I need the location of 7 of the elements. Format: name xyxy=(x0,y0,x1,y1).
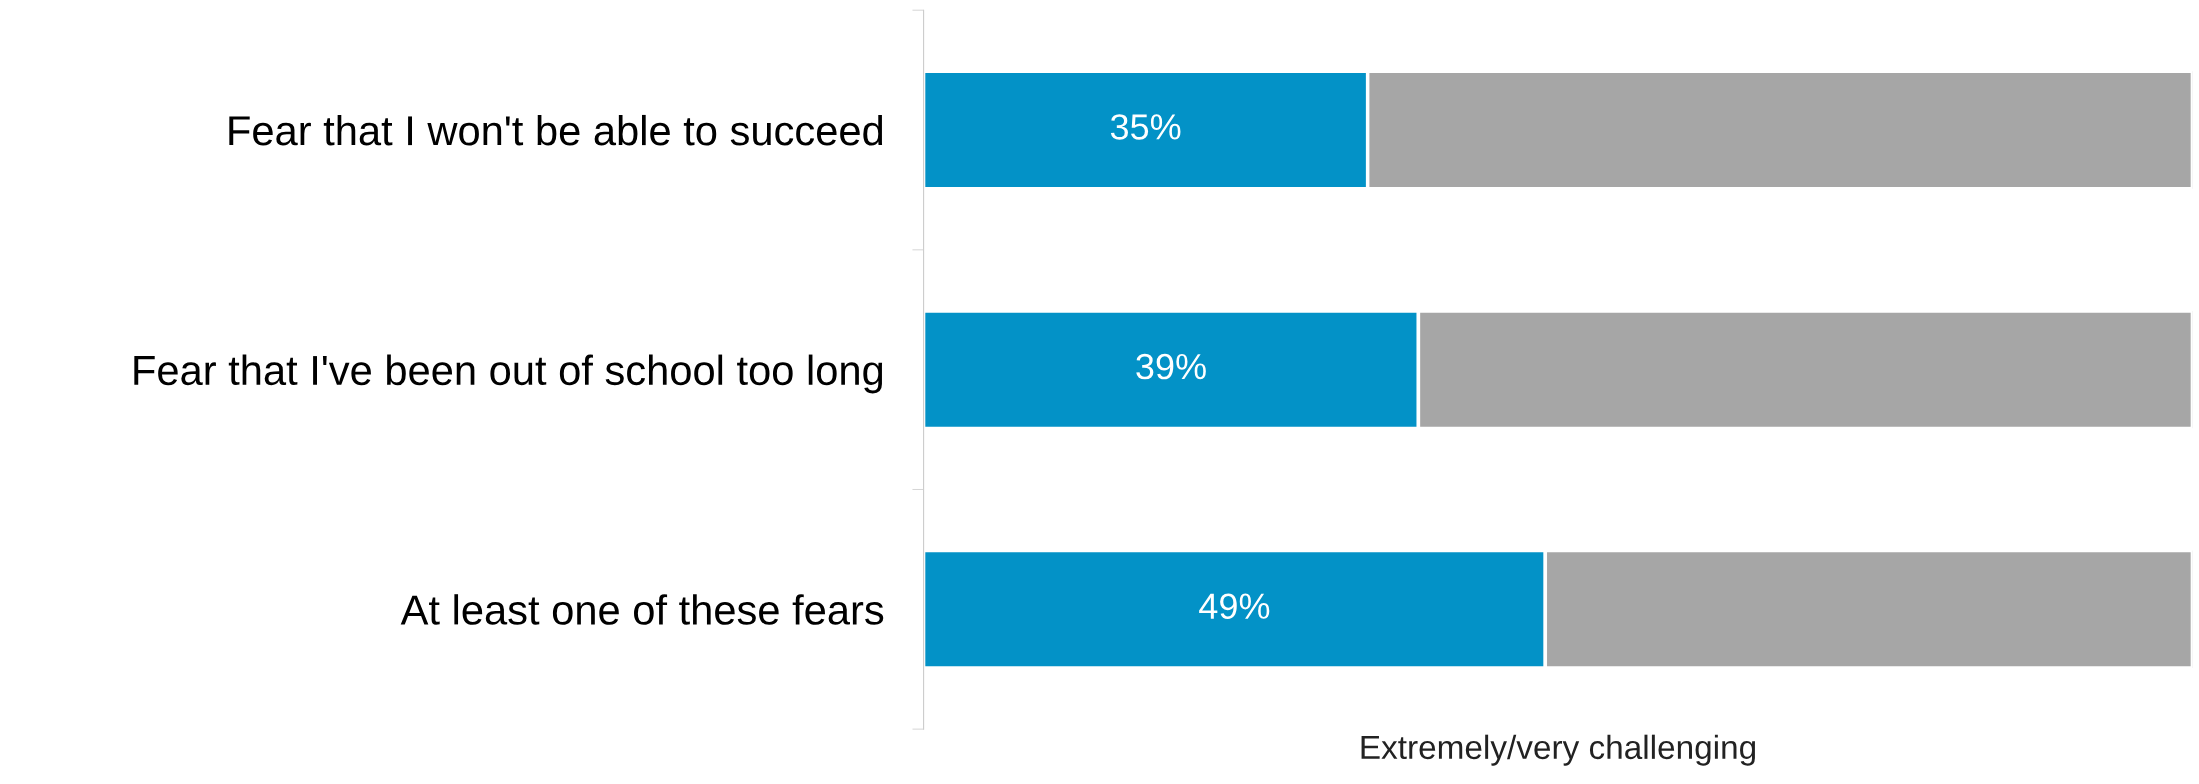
x-axis-title: Extremely/very challenging xyxy=(1361,734,1756,766)
data-label: 35% xyxy=(1110,114,1181,140)
y-tick-label: Fear that I won't be able to succeed xyxy=(229,114,883,146)
data-label: 39% xyxy=(1136,353,1206,380)
y-tick-label: Fear that I've been out of school too long xyxy=(134,354,883,394)
y-tick-label: At least one of these fears xyxy=(400,594,884,625)
data-label: 49% xyxy=(1199,593,1270,619)
